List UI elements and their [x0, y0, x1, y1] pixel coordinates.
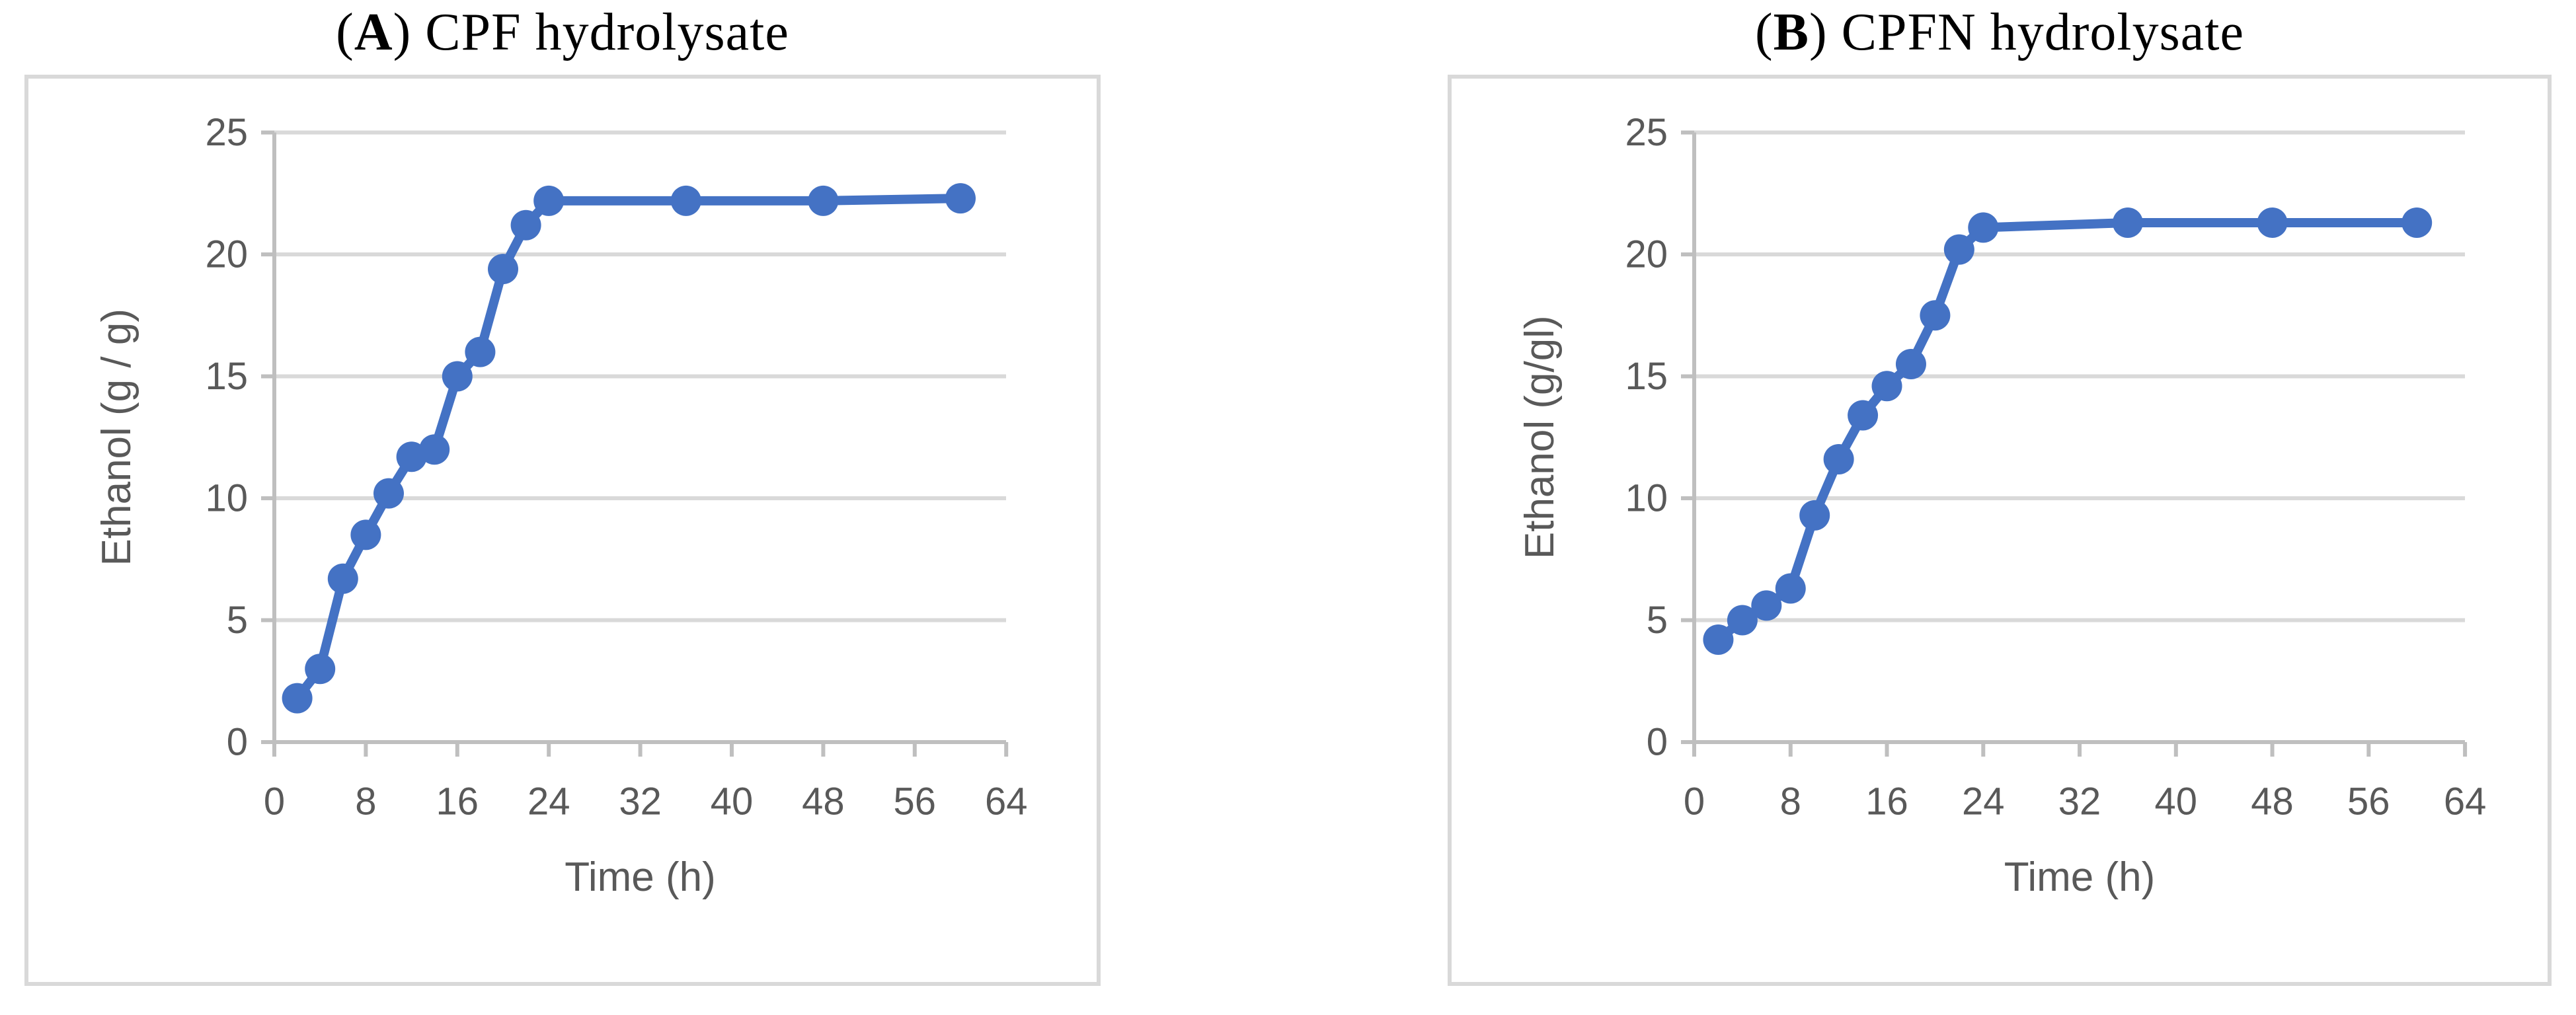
- x-tick-label: 64: [2444, 780, 2487, 823]
- data-point: [2112, 207, 2143, 239]
- chart-a-title: (A) CPF hydrolysate: [24, 3, 1101, 63]
- x-axis-title: Time (h): [565, 854, 715, 900]
- chart-a-title-rest: ) CPF hydrolysate: [393, 3, 789, 61]
- chart-b-title: (B) CPFN hydrolysate: [1448, 3, 2552, 63]
- chart-a-title-letter: A: [354, 3, 393, 61]
- data-point: [533, 185, 565, 216]
- x-tick-label: 8: [1780, 780, 1801, 823]
- line-chart-a: 0 5 10 15 20 25 0 8 16 24 32 40 48 56 64 Time (h) Ethano…: [24, 75, 1101, 986]
- x-tick-label: 16: [436, 780, 479, 823]
- data-point: [1823, 443, 1854, 474]
- x-tick-label: 56: [2347, 780, 2390, 823]
- x-tick-label: 40: [2155, 780, 2198, 823]
- chart-b-title-letter: B: [1773, 3, 1809, 61]
- y-tick-label: 5: [1647, 599, 1668, 642]
- data-point: [305, 654, 336, 685]
- y-tick-label: 15: [1625, 355, 1668, 398]
- x-tick-label: 64: [985, 780, 1028, 823]
- y-tick-label: 20: [205, 233, 248, 276]
- chart-b-title-open: (: [1755, 3, 1774, 61]
- y-axis-title: Ethanol (g / g): [94, 309, 139, 566]
- x-tick-label: 24: [527, 780, 570, 823]
- y-axis-title: Ethanol (g/gl): [1517, 315, 1563, 559]
- data-point: [945, 183, 976, 214]
- data-point: [327, 563, 358, 594]
- x-axis-title: Time (h): [2004, 854, 2155, 900]
- y-tick-label: 15: [205, 355, 248, 398]
- data-point: [510, 209, 541, 241]
- x-tick-label: 24: [1962, 780, 2005, 823]
- x-tick-label: 32: [2058, 780, 2101, 823]
- x-tick-label: 48: [2251, 780, 2294, 823]
- y-tick-label: 25: [205, 111, 248, 154]
- y-tick-label: 0: [1647, 721, 1668, 764]
- chart-border: [24, 75, 1101, 986]
- data-point: [1968, 212, 1999, 243]
- data-point: [670, 185, 701, 216]
- data-point: [373, 478, 404, 509]
- x-tick-label: 8: [355, 780, 376, 823]
- data-point: [442, 361, 473, 392]
- data-point: [419, 434, 450, 465]
- x-tick-label: 16: [1865, 780, 1908, 823]
- data-point: [1871, 371, 1902, 402]
- data-point: [465, 336, 496, 367]
- data-point: [2401, 207, 2433, 239]
- data-point: [1799, 500, 1830, 531]
- data-point: [1943, 234, 1974, 265]
- y-tick-label: 0: [227, 721, 248, 764]
- data-point: [350, 519, 381, 550]
- y-tick-label: 20: [1625, 233, 1668, 276]
- y-tick-label: 10: [205, 477, 248, 520]
- chart-b-title-rest: ) CPFN hydrolysate: [1809, 3, 2244, 61]
- data-point: [1703, 624, 1734, 656]
- data-point: [1751, 590, 1782, 621]
- x-tick-label: 48: [802, 780, 845, 823]
- data-point: [282, 683, 313, 714]
- x-tick-label: 40: [711, 780, 754, 823]
- x-tick-label: 0: [264, 780, 285, 823]
- chart-b-card: 0 5 10 15 20 25 0 8 16 24 32 40 48 56 64 Time (h) Ethano…: [1448, 75, 2552, 986]
- y-tick-label: 10: [1625, 477, 1668, 520]
- data-point: [1727, 605, 1758, 636]
- data-point: [1775, 573, 1806, 604]
- chart-a-card: 0 5 10 15 20 25 0 8 16 24 32 40 48 56 64 Time (h) Ethano…: [24, 75, 1101, 986]
- data-point: [808, 185, 839, 216]
- data-line: [292, 194, 965, 703]
- chart-border: [1448, 75, 2552, 986]
- chart-a-title-open: (: [336, 3, 354, 61]
- data-point: [2257, 207, 2288, 239]
- y-tick-label: 5: [227, 599, 248, 642]
- line-chart-b: 0 5 10 15 20 25 0 8 16 24 32 40 48 56 64 Time (h) Ethano…: [1448, 75, 2552, 986]
- y-tick-label: 25: [1625, 111, 1668, 154]
- x-tick-label: 56: [894, 780, 937, 823]
- x-tick-label: 32: [619, 780, 662, 823]
- data-point: [1895, 349, 1926, 380]
- data-point: [396, 441, 427, 472]
- x-tick-label: 0: [1684, 780, 1705, 823]
- data-point: [1848, 400, 1879, 431]
- data-point: [1920, 300, 1951, 331]
- data-point: [488, 254, 518, 285]
- data-line: [1713, 218, 2422, 645]
